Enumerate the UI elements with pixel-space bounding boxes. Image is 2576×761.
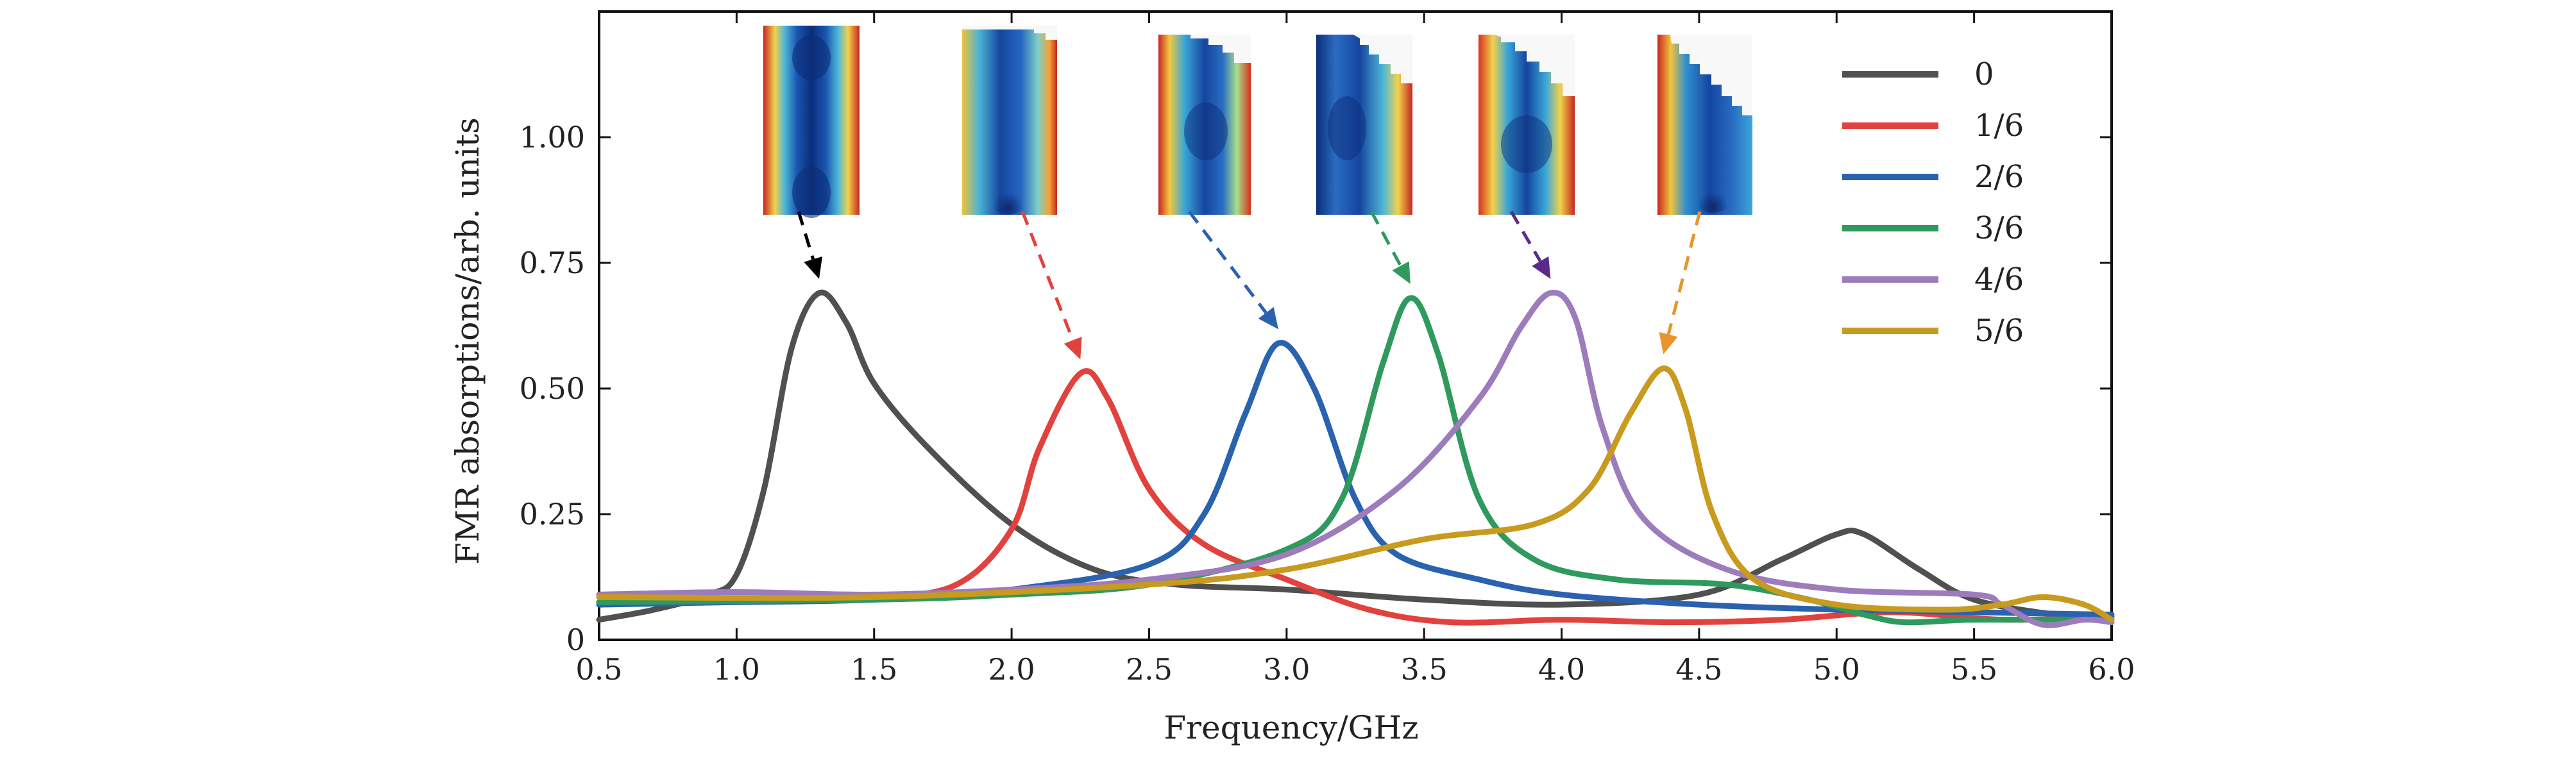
x-tick-label: 3.0 [1263,652,1310,687]
series-line-3 [596,295,2115,626]
legend: 0 1/6 2/6 3/6 4/6 5/6 [1842,56,2024,349]
legend-item-4: 4/6 [1842,262,2024,297]
x-tick-label: 5.0 [1813,652,1860,687]
legend-label: 3/6 [1974,210,2024,246]
y-tick-label: 0.25 [520,497,585,531]
x-axis-label: Frequency/GHz [1164,709,1418,746]
x-tick-label: 3.5 [1401,652,1448,687]
series-line-5 [596,365,2115,623]
series-line-1 [596,368,2115,626]
mode-profile-inset-4 [1479,35,1575,215]
y-tick-label: 0 [566,623,585,657]
legend-item-3: 3/6 [1842,210,2024,246]
legend-label: 0 [1974,56,1994,92]
y-tick-label: 0.50 [520,371,585,406]
series-layer [596,289,2115,628]
annotation-arrow-4 [1509,210,1551,280]
x-tick-label: 0.5 [575,652,622,687]
legend-label: 4/6 [1974,262,2024,297]
legend-item-1: 1/6 [1842,108,2024,144]
x-tick-label: 6.0 [2088,652,2135,687]
annotation-arrow-0 [797,211,823,280]
x-tick-label: 1.5 [851,652,897,687]
mode-profile-inset-1 [962,26,1057,215]
mode-profile-inset-2 [1158,35,1251,215]
mode-profile-inset-0 [763,26,860,218]
x-tick-label: 5.5 [1951,652,1997,687]
legend-label: 2/6 [1974,159,2024,195]
mode-profile-inset-3 [1316,35,1412,215]
x-tick-label: 1.0 [713,652,760,687]
annotation-arrow-2 [1188,210,1278,330]
x-tick-label: 2.5 [1126,652,1173,687]
plot-frame [598,10,2113,641]
legend-label: 5/6 [1974,313,2024,349]
annotation-arrows [797,210,1702,360]
legend-item-2: 2/6 [1842,159,2024,195]
series-line-2 [596,340,2115,618]
annotation-arrow-1 [1021,211,1082,360]
y-tick-label: 1.00 [520,120,585,155]
annotation-arrow-3 [1369,210,1411,284]
mode-profile-inset-5 [1657,35,1752,215]
y-tick-label: 0.75 [520,246,585,280]
x-tick-label: 4.5 [1675,652,1722,687]
legend-label: 1/6 [1974,108,2024,144]
x-tick-label: 2.0 [988,652,1035,687]
legend-item-0: 0 [1842,56,1994,92]
annotation-arrow-5 [1659,211,1702,355]
x-tick-label: 4.0 [1538,652,1585,687]
legend-item-5: 5/6 [1842,313,2024,349]
axes-layer: 0.5 1.0 1.5 2.0 2.5 3.0 3.5 4.0 4.5 5.0 5.5 6.0 0 0.2… [520,10,2135,687]
y-axis-label: FMR absorptions/arb. units [449,117,486,564]
mode-profile-insets [763,26,1752,218]
